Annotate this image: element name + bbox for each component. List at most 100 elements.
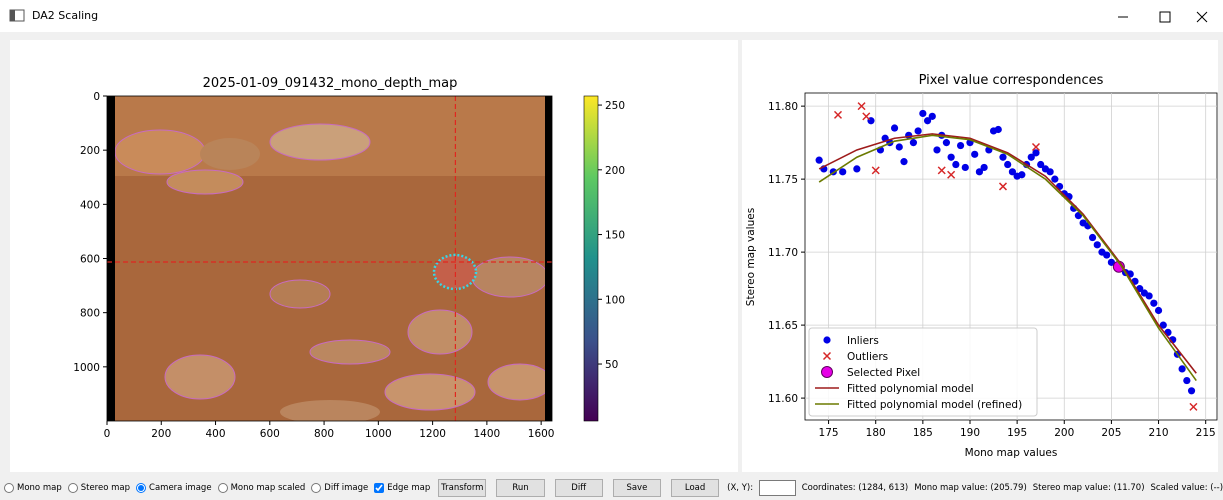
x-tick-label: 200 bbox=[1054, 427, 1074, 439]
y-tick-label: 11.70 bbox=[768, 247, 798, 259]
inlier-point bbox=[1150, 300, 1157, 307]
option-label: Mono map bbox=[17, 483, 62, 493]
status-text: Coordinates: (1284, 613) bbox=[802, 483, 908, 493]
colorbar-tick-label: 50 bbox=[605, 359, 618, 371]
maximize-button[interactable] bbox=[1160, 12, 1170, 22]
button[interactable]: Load bbox=[671, 479, 719, 497]
app-icon-part bbox=[10, 10, 15, 21]
inlier-point bbox=[1047, 168, 1054, 175]
inlier-point bbox=[1018, 171, 1025, 178]
legend-swatch bbox=[823, 336, 830, 343]
rock bbox=[385, 374, 475, 410]
y-tick-label: 400 bbox=[80, 199, 100, 211]
button[interactable]: Diff bbox=[555, 479, 603, 497]
x-tick-label: 0 bbox=[104, 428, 111, 440]
option-label: Diff image bbox=[324, 483, 368, 493]
checkbox-input[interactable] bbox=[374, 483, 384, 493]
option-label: Edge map bbox=[387, 483, 430, 493]
inlier-point bbox=[853, 165, 860, 172]
option[interactable]: Mono map scaled bbox=[218, 483, 306, 493]
legend-swatch bbox=[822, 367, 833, 378]
inlier-point bbox=[1188, 387, 1195, 394]
radio-input[interactable] bbox=[4, 483, 14, 493]
x-tick-label: 210 bbox=[1149, 427, 1169, 439]
x-tick-label: 190 bbox=[960, 427, 980, 439]
inlier-point bbox=[943, 139, 950, 146]
inlier-point bbox=[910, 139, 917, 146]
chart-title: Pixel value correspondences bbox=[919, 73, 1104, 88]
radio-input[interactable] bbox=[136, 483, 146, 493]
button[interactable]: Transform bbox=[438, 479, 486, 497]
x-tick-label: 180 bbox=[866, 427, 886, 439]
rock bbox=[270, 124, 370, 160]
radio-input[interactable] bbox=[68, 483, 78, 493]
title-bar-icons bbox=[0, 0, 1223, 32]
inlier-point bbox=[1155, 307, 1162, 314]
inlier-point bbox=[1103, 251, 1110, 258]
image-border bbox=[545, 96, 552, 421]
inlier-point bbox=[1089, 234, 1096, 241]
x-tick-label: 1600 bbox=[528, 428, 555, 440]
y-tick-label: 600 bbox=[80, 254, 100, 266]
legend-label: Fitted polynomial model bbox=[847, 383, 974, 395]
inlier-point bbox=[1179, 365, 1186, 372]
option-label: Stereo map bbox=[81, 483, 130, 493]
app-window: DA2 Scaling bbox=[0, 0, 1223, 500]
rock bbox=[200, 138, 260, 170]
inlier-point bbox=[915, 127, 922, 134]
inlier-point bbox=[839, 168, 846, 175]
inlier-point bbox=[1094, 241, 1101, 248]
x-tick-label: 185 bbox=[913, 427, 933, 439]
colorbar-tick-label: 200 bbox=[605, 165, 625, 177]
option-label: Mono map scaled bbox=[231, 483, 306, 493]
option[interactable]: Diff image bbox=[311, 483, 368, 493]
x-tick-label: 1400 bbox=[474, 428, 501, 440]
y-tick-label: 1000 bbox=[73, 362, 100, 374]
legend-label: Selected Pixel bbox=[847, 367, 920, 379]
plots: 2025-01-09_091432_mono_depth_map Pixel v… bbox=[0, 32, 1223, 477]
close-button[interactable] bbox=[1197, 12, 1207, 22]
inlier-point bbox=[919, 110, 926, 117]
radio-input[interactable] bbox=[311, 483, 321, 493]
rock bbox=[115, 130, 205, 174]
option[interactable]: Camera image bbox=[136, 483, 212, 493]
x-tick-label: 195 bbox=[1007, 427, 1027, 439]
button[interactable]: Save bbox=[613, 479, 661, 497]
option[interactable]: Stereo map bbox=[68, 483, 130, 493]
x-tick-label: 205 bbox=[1101, 427, 1121, 439]
inlier-point bbox=[1183, 377, 1190, 384]
x-tick-label: 175 bbox=[819, 427, 839, 439]
camera-image bbox=[107, 96, 552, 424]
option-label: Camera image bbox=[149, 483, 212, 493]
status-text: Stereo map value: (11.70) bbox=[1033, 483, 1145, 493]
colorbar bbox=[584, 96, 598, 421]
rock bbox=[165, 355, 235, 399]
y-tick-label: 11.60 bbox=[768, 393, 798, 405]
inlier-point bbox=[962, 164, 969, 171]
option[interactable]: Edge map bbox=[374, 483, 430, 493]
colorbar-tick-label: 100 bbox=[605, 294, 625, 306]
y-axis-label: Stereo map values bbox=[745, 208, 757, 306]
inlier-point bbox=[999, 154, 1006, 161]
title-bar: DA2 Scaling bbox=[0, 0, 1223, 32]
button[interactable]: Run bbox=[496, 479, 544, 497]
x-tick-label: 1000 bbox=[365, 428, 392, 440]
inlier-point bbox=[896, 143, 903, 150]
rock bbox=[472, 257, 548, 297]
x-tick-label: 1200 bbox=[419, 428, 446, 440]
radio-input[interactable] bbox=[218, 483, 228, 493]
y-tick-label: 11.80 bbox=[768, 101, 798, 113]
inlier-point bbox=[933, 146, 940, 153]
y-tick-label: 11.75 bbox=[768, 174, 798, 186]
xy-input[interactable] bbox=[759, 480, 796, 496]
status-text: Mono map value: (205.79) bbox=[914, 483, 1027, 493]
x-tick-label: 400 bbox=[206, 428, 226, 440]
inlier-point bbox=[948, 154, 955, 161]
y-tick-label: 200 bbox=[80, 145, 100, 157]
chart-title: 2025-01-09_091432_mono_depth_map bbox=[203, 76, 458, 91]
option[interactable]: Mono map bbox=[4, 483, 62, 493]
inlier-point bbox=[981, 164, 988, 171]
x-tick-label: 200 bbox=[151, 428, 171, 440]
inlier-point bbox=[1004, 161, 1011, 168]
rock bbox=[310, 340, 390, 364]
